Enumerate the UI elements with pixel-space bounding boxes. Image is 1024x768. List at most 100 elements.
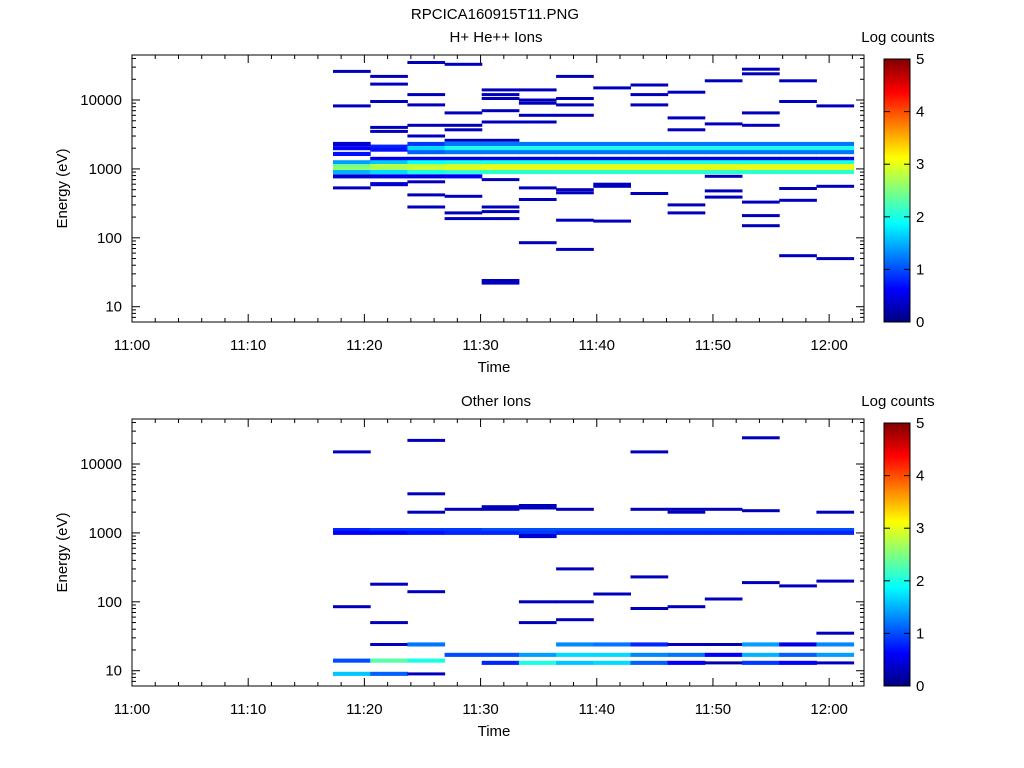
heatmap-cell — [444, 507, 483, 511]
heatmap-cell — [444, 150, 483, 155]
heatmap-cell — [742, 111, 780, 115]
heatmap-cell — [593, 141, 631, 146]
heatmap-cell — [333, 450, 371, 454]
colorbar-tick-label: 1 — [916, 261, 924, 278]
figure-title: RPCICA160915T11.PNG — [411, 6, 579, 23]
heatmap-cell — [704, 150, 743, 155]
heatmap-cell — [704, 146, 743, 151]
heatmap-cell — [407, 528, 446, 533]
heatmap-cell — [518, 141, 557, 146]
heatmap-cell — [593, 156, 631, 161]
heatmap-cell — [370, 166, 408, 171]
y-axis: 10 100 1000 10000 Energy (eV) — [54, 58, 864, 323]
heatmap-cell — [779, 141, 817, 146]
heatmap-cell — [816, 631, 855, 635]
heatmap-cell — [630, 192, 669, 195]
heatmap-cell — [742, 652, 780, 657]
heatmap-cell — [481, 178, 520, 182]
heatmap-cell — [704, 170, 743, 175]
heatmap-cell — [481, 164, 520, 169]
heatmap-cell — [407, 438, 446, 442]
heatmap-cell — [630, 103, 669, 107]
heatmap-cell — [779, 652, 817, 657]
heatmap-cell — [444, 652, 483, 657]
heatmap-cell — [370, 174, 408, 179]
heatmap-cell — [333, 658, 371, 663]
heatmap-cell — [407, 510, 446, 514]
heatmap-cell — [779, 528, 817, 533]
x-tick-label: 12:00 — [810, 337, 848, 354]
heatmap-cell — [407, 93, 446, 97]
heatmap-cell — [407, 61, 446, 64]
heatmap-cell — [593, 86, 631, 90]
heatmap-cell — [556, 507, 594, 511]
heatmap-cell — [407, 156, 446, 161]
y-tick-label: 10 — [105, 299, 122, 316]
heatmap-cell — [556, 247, 594, 251]
heatmap-cell — [444, 528, 483, 533]
heatmap-cell — [481, 507, 520, 511]
heatmap-cell — [630, 150, 669, 155]
heatmap-cell — [556, 191, 594, 195]
heatmap-cell — [556, 166, 594, 171]
y-tick-label: 10000 — [80, 92, 122, 109]
colorbar-tick-label: 2 — [916, 209, 924, 226]
heatmap-cell — [518, 88, 557, 92]
heatmap-cell — [518, 98, 557, 102]
heatmap-cell — [704, 122, 743, 126]
y-tick-label: 100 — [97, 594, 122, 611]
heatmap-cell — [370, 671, 408, 676]
colorbar: Log counts 0 1 2 3 4 5 — [861, 29, 934, 331]
heatmap-cell — [816, 141, 855, 146]
heatmap-cell — [667, 166, 706, 171]
heatmap-cell — [704, 160, 743, 165]
y-tick-label: 10 — [105, 663, 122, 680]
colorbar-tick-label: 5 — [916, 51, 924, 68]
heatmap-cell — [704, 189, 743, 193]
heatmap-cell — [742, 170, 780, 175]
heatmap-cell — [779, 146, 817, 151]
heatmap-cell — [742, 67, 780, 71]
heatmap-cell — [444, 170, 483, 175]
heatmap-cell — [593, 530, 631, 535]
heatmap-cell — [556, 567, 594, 571]
heatmap-cell — [742, 72, 780, 76]
heatmap-cell — [742, 214, 780, 218]
heatmap-cell — [481, 88, 520, 92]
heatmap-cell — [518, 660, 557, 665]
heatmap-cell — [444, 166, 483, 171]
heatmap-cell — [667, 164, 706, 169]
heatmap-cell — [481, 205, 520, 209]
heatmap-cell — [407, 492, 446, 496]
heatmap-cell — [779, 584, 817, 588]
heatmap-cell — [667, 652, 706, 657]
heatmap-cell — [779, 100, 817, 103]
heatmap-cell — [481, 210, 520, 214]
colorbar-tick-label: 4 — [916, 104, 924, 121]
heatmap-cell — [407, 123, 446, 127]
heatmap-cell — [333, 671, 371, 676]
heatmap-cell — [556, 160, 594, 165]
heatmap-cell — [742, 146, 780, 151]
heatmap-cell — [742, 166, 780, 171]
heatmap-cell — [667, 128, 706, 132]
heatmap-cell — [333, 146, 371, 151]
heatmap-cell — [742, 156, 780, 161]
heatmap-cell — [667, 203, 706, 207]
heatmap-cell — [370, 129, 408, 133]
heatmap-cell — [333, 160, 371, 165]
heatmap-cell — [518, 652, 557, 657]
heatmap-cell — [407, 164, 446, 169]
heatmap-cell — [407, 103, 446, 107]
heatmap-cell — [816, 104, 855, 108]
heatmap-cell — [779, 660, 817, 665]
y-axis-label: Energy (eV) — [54, 512, 71, 592]
heatmap-cell — [444, 164, 483, 169]
heatmap-cell — [481, 528, 520, 533]
x-axis-label: Time — [478, 723, 511, 740]
heatmap-cell — [556, 97, 594, 100]
heatmap-cell — [816, 528, 855, 533]
colorbar-tick-label: 4 — [916, 468, 924, 485]
